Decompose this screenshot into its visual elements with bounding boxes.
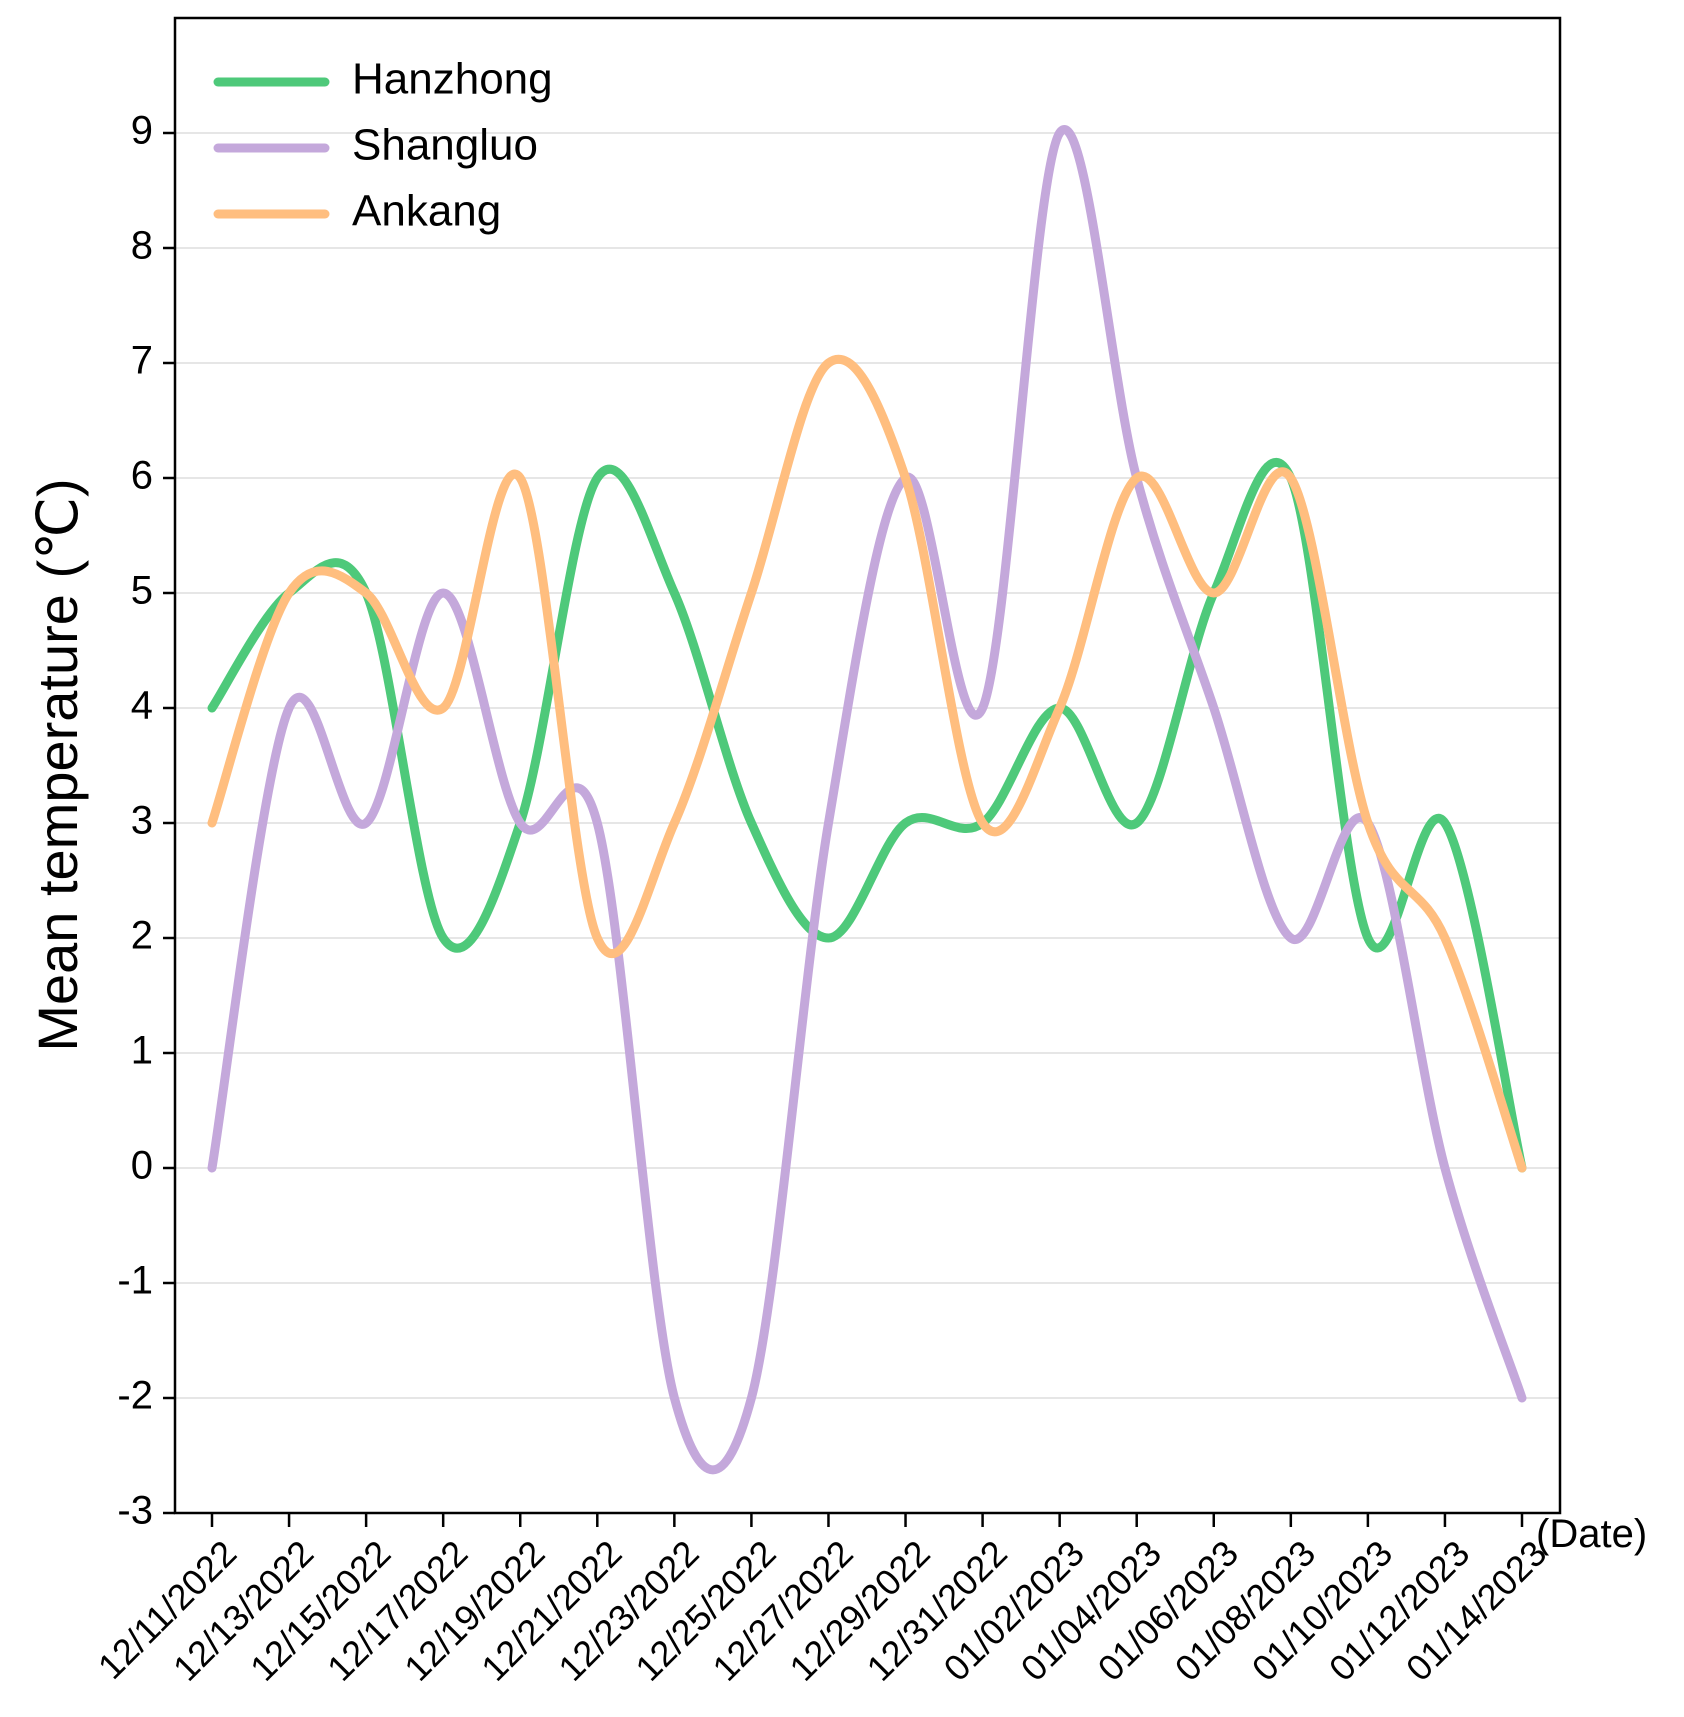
legend-label-ankang: Ankang	[352, 187, 501, 236]
y-tick-label: 5	[131, 569, 153, 613]
y-tick-label: 9	[131, 109, 153, 153]
series-line-hanzhong	[207, 457, 1527, 1173]
y-tick-label: 7	[131, 339, 153, 383]
legend: Hanzhong Shangluo Ankang	[213, 55, 553, 236]
y-axis-title: Mean temperature (℃)	[26, 478, 89, 1051]
y-tick-label: 0	[131, 1144, 153, 1188]
legend-label-shangluo: Shangluo	[352, 121, 538, 170]
series-line-ankang	[207, 354, 1527, 1173]
y-tick-label: 8	[131, 224, 153, 268]
y-tick-label: 4	[131, 684, 153, 728]
gridlines	[175, 132, 1560, 1514]
series-lines	[207, 125, 1527, 1475]
y-tick-label: 3	[131, 799, 153, 843]
y-tick-label: 6	[131, 454, 153, 498]
y-axis-ticks: -3 -2 -1 0 1 2 3 4 5 6 7 8 9	[117, 109, 175, 1533]
y-tick-label: 2	[131, 914, 153, 958]
y-tick-label: 1	[131, 1029, 153, 1073]
x-axis-title: (Date)	[1536, 1512, 1647, 1556]
y-tick-label: -1	[117, 1259, 153, 1303]
y-tick-label: -2	[117, 1374, 153, 1418]
legend-label-hanzhong: Hanzhong	[352, 55, 553, 104]
y-tick-label: -3	[117, 1489, 153, 1533]
x-axis-ticks: 12/11/202212/13/202212/15/202212/17/2022…	[90, 1513, 1554, 1689]
plot-frame	[173, 16, 1562, 1515]
series-line-shangluo	[207, 125, 1527, 1475]
